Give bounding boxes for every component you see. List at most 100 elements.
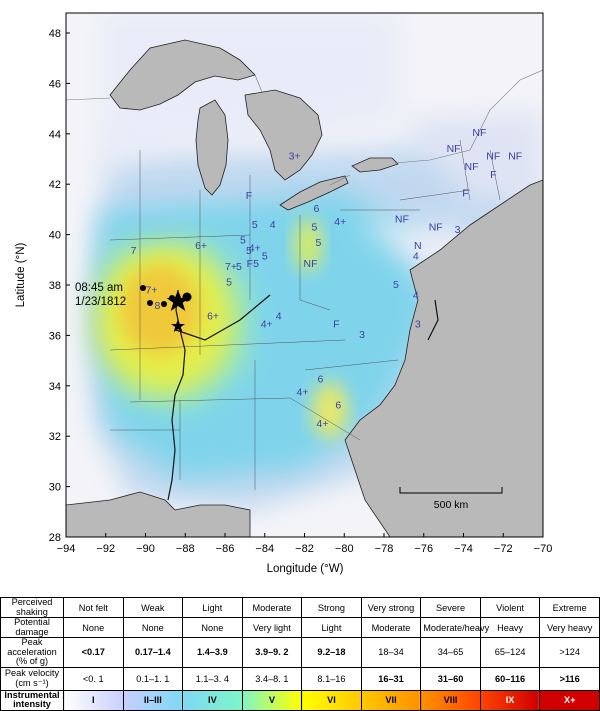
intensity-label: 3 [415,318,421,330]
legend-cell: 31–60 [420,666,481,691]
event-dot [147,300,153,306]
intensity-label: 5 [315,237,321,249]
y-tick-label: 30 [49,482,61,494]
legend-cell: >124 [539,637,600,668]
row-perceived-shaking: Perceived shaking Not felt Weak Light Modera… [0,597,600,618]
legend-cell: Severe [420,597,481,618]
legend-cell: 1.4–3.9 [182,637,243,668]
intensity-label: 5 [311,222,317,234]
ocean-areas [66,179,543,537]
x-tick-label: −86 [216,543,235,555]
legend-cell: 3.9–9. 2 [241,637,303,668]
intensity-label: F [462,187,468,199]
y-tick-label: 40 [49,230,61,242]
legend-cell: 65–124 [479,637,541,668]
y-tick-label: 36 [49,330,61,342]
intensity-label: 4+ [297,387,309,399]
intensity-label: NF [447,143,461,155]
intensity-label: NF [395,214,409,226]
legend-cell: Strong [301,597,362,618]
intensity-map: −94 −92 −90 −88 −86 −84 −82 −80 −78 −76 −74 −72 −70 … [15,12,553,575]
x-tick-label: −90 [136,543,155,555]
y-tick-label: 38 [49,280,61,292]
legend-cell: <0. 1 [63,666,124,691]
legend-cell: None [182,617,243,638]
intensity-label: 8 [154,300,160,312]
legend-cell: IX [479,689,541,711]
intensity-label: 5 [240,235,246,247]
legend-cell: Moderate [360,617,422,638]
row-instrumental-intensity: Instrumental intensity I II–III IV V VI VII VII… [0,689,600,711]
legend-cell: IV [182,689,243,711]
legend-cell: 9.2–18 [301,637,362,668]
legend-cell: Heavy [479,617,541,638]
intensity-label: 4+ [316,418,328,430]
y-axis-title: Latitude (°N) [15,242,27,307]
canada-border [66,69,543,186]
intensity-label: 6 [335,400,341,412]
x-tick-label: −84 [255,543,274,555]
intensity-label: NF [486,151,500,163]
event-dot [140,285,146,291]
intensity-label: F5 [247,258,259,270]
legend-row-header: Peak velocity (cm s⁻¹) [0,666,64,691]
row-potential-damage: Potential damage None None None Very light Li… [0,617,600,638]
lake-superior [109,39,256,111]
intensity-legend-table: Perceived shaking Not felt Weak Light Modera… [0,597,600,711]
legend-cell: V [241,689,303,711]
intensity-label: NF [429,222,443,234]
legend-cell: 1.1–3. 4 [182,666,243,691]
y-tick-label: 34 [49,381,61,393]
legend-cell: Moderate [241,597,303,618]
intensity-label: 4 [413,290,419,302]
legend-cell: 34–65 [420,637,481,668]
intensity-label: 6+ [195,240,207,252]
intensity-label: 4+ [249,242,261,254]
legend-cell: 0.17–1.4 [122,637,184,668]
state-borders [109,139,501,490]
legend-cell: II–III [122,689,184,711]
row-peak-acceleration: Peak acceleration (% of g) <0.17 0.17–1.4 1… [0,637,600,668]
y-tick-label: 46 [49,78,61,90]
intensity-label: F [333,318,339,330]
intensity-label: 4+ [334,216,346,228]
legend-cell: X+ [539,689,600,711]
intensity-label: 4 [413,250,419,262]
legend-cell: 16–31 [360,666,422,691]
row-peak-velocity: Peak velocity (cm s⁻¹) <0. 1 0.1–1. 1 1.1–3… [0,666,600,691]
legend-cell: None [122,617,184,638]
x-tick-label: −94 [57,543,76,555]
legend-cell: VIII [420,689,481,711]
legend-cell: Very light [241,617,303,638]
intensity-label: 5 [246,245,252,257]
intensity-label: NF [508,151,522,163]
y-tick-label: 28 [49,532,61,544]
intensity-label: NF [465,161,479,173]
event-dot [161,301,167,307]
lake-ontario [351,157,399,173]
legend-cell: Light [182,597,243,618]
legend-row-header: Perceived shaking [0,597,64,618]
x-tick-label: −74 [454,543,473,555]
legend-cell: 3.4–8. 1 [241,666,303,691]
intensity-label: 3 [359,329,365,341]
x-tick-label: −82 [295,543,314,555]
legend-cell: >116 [539,666,600,691]
small-star-icon [171,319,185,332]
legend-row-header: Peak acceleration (% of g) [0,637,64,668]
intensity-label: F [490,169,496,181]
x-tick-label: −72 [494,543,513,555]
intensity-label: 6 [317,373,323,385]
epicenter-markers [140,285,192,332]
y-axis-ticks: 48 46 44 42 40 38 36 34 32 30 28 [49,28,70,544]
intensity-label: 4 [276,311,282,323]
legend-cell: Very heavy [539,617,600,638]
intensity-label: 5 [226,277,232,289]
x-axis-title: Longitude (°W) [267,563,344,575]
intensity-label: 5 [236,261,242,273]
intensity-label: 5 [262,250,268,262]
x-tick-label: −70 [534,543,553,555]
legend-cell: I [63,689,124,711]
legend-row-header: Instrumental intensity [0,689,64,711]
event-time: 08:45 am [75,282,123,294]
